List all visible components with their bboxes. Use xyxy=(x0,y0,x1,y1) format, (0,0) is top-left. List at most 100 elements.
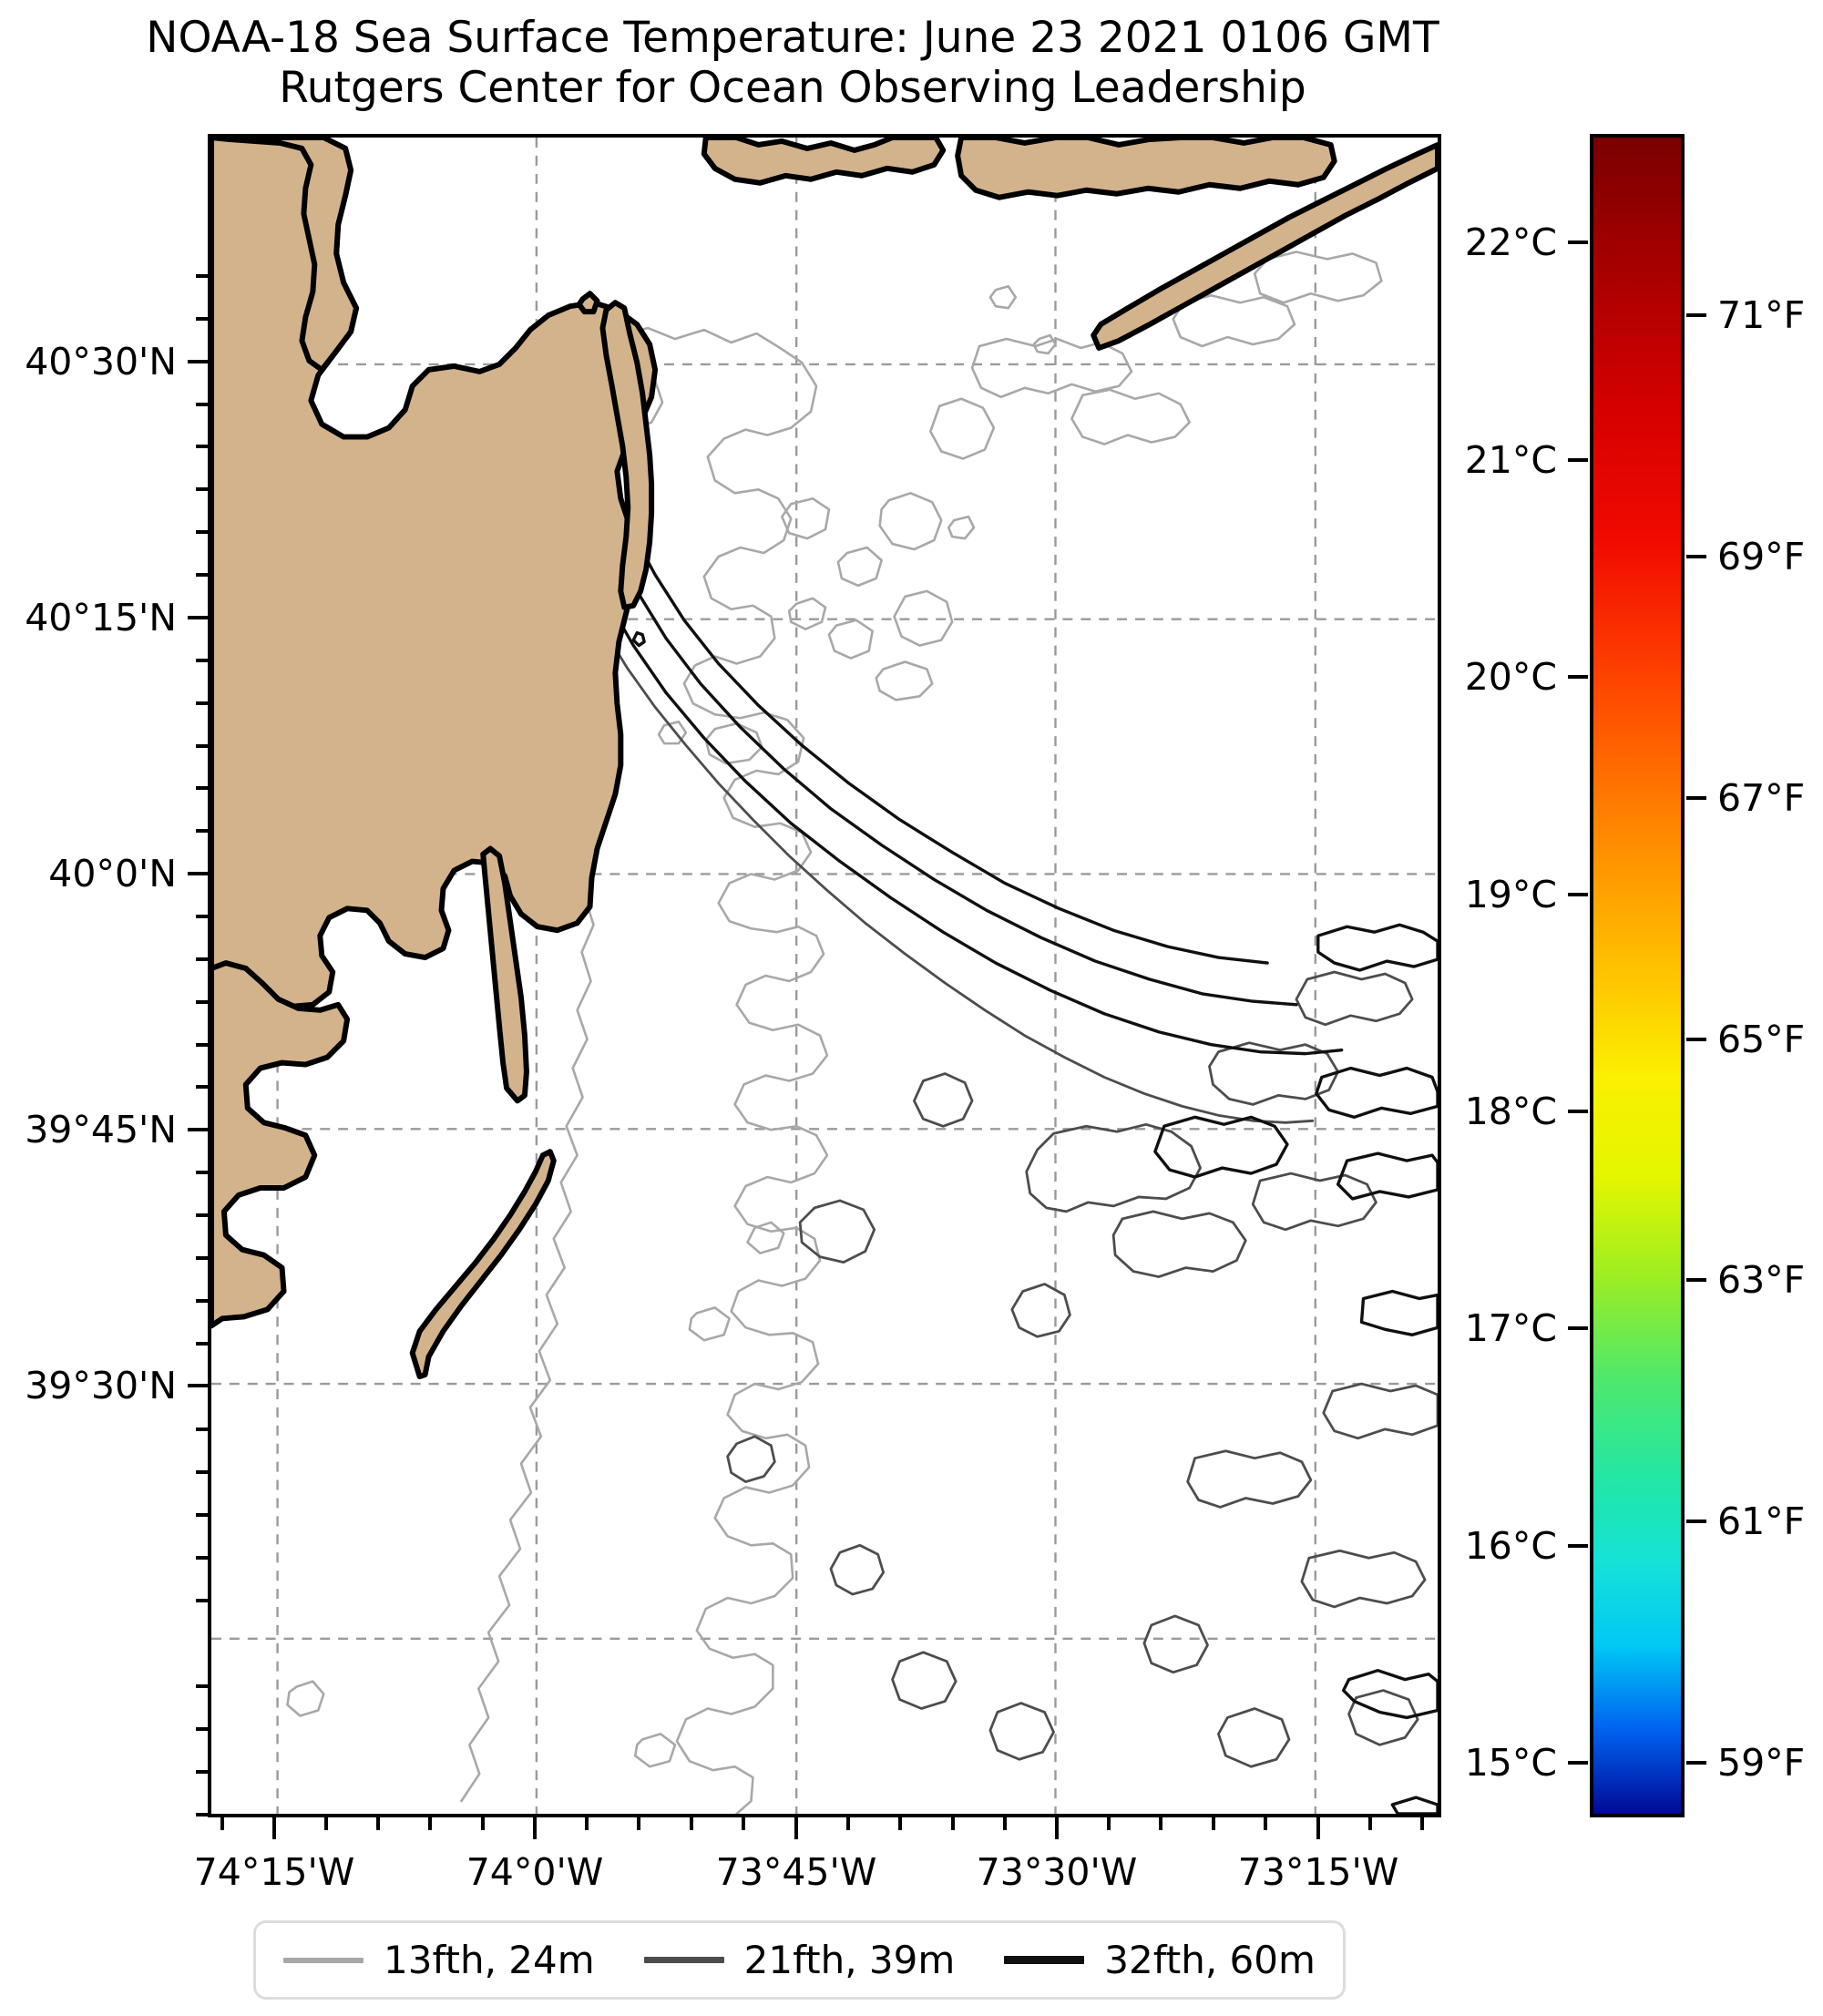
staten-island xyxy=(211,138,360,373)
colorbar-tick-fahrenheit xyxy=(1686,554,1706,558)
colorbar-tick-celsius xyxy=(1568,1110,1588,1114)
colorbar-label-fahrenheit: 67°F xyxy=(1717,775,1806,820)
new-jersey-mainland xyxy=(211,138,659,1009)
lon-tick-minor xyxy=(585,1817,589,1830)
legend-label: 21fth, 39m xyxy=(743,1938,956,1982)
lat-tick-minor xyxy=(196,317,208,321)
lat-tick-minor xyxy=(196,1470,208,1474)
lat-tick-major xyxy=(188,616,208,619)
lat-tick-minor xyxy=(196,659,208,662)
colorbar-tick-celsius xyxy=(1568,675,1588,680)
lon-tick-minor xyxy=(898,1817,902,1830)
isobath-24m-group xyxy=(224,251,1383,1814)
map-axes[interactable] xyxy=(208,134,1441,1817)
colorbar-gradient xyxy=(1593,138,1681,1814)
legend-item: 32fth, 60m xyxy=(1004,1938,1316,1982)
lon-tick-minor xyxy=(1264,1817,1267,1830)
lon-tick-minor xyxy=(742,1817,745,1830)
lon-tick-minor xyxy=(481,1817,485,1830)
lat-tick-minor xyxy=(196,573,208,577)
lon-tick-minor xyxy=(1368,1817,1372,1830)
colorbar-tick-fahrenheit xyxy=(1686,795,1706,800)
long-island-central xyxy=(955,138,1337,200)
title-line-2: Rutgers Center for Ocean Observing Leade… xyxy=(279,62,1306,113)
colorbar-tick-fahrenheit xyxy=(1686,1037,1706,1041)
lat-tick-minor xyxy=(196,274,208,278)
colorbar-tick-celsius xyxy=(1568,892,1588,896)
gridlines xyxy=(211,138,1438,1814)
lat-tick-minor xyxy=(196,487,208,491)
colorbar-label-celsius: 17°C xyxy=(1464,1306,1557,1351)
colorbar-label-celsius: 20°C xyxy=(1464,655,1557,700)
lat-tick-major xyxy=(188,360,208,363)
lon-tick-label: 74°15'W xyxy=(193,1850,355,1894)
colorbar-label-fahrenheit: 61°F xyxy=(1717,1499,1806,1544)
colorbar-label-fahrenheit: 59°F xyxy=(1717,1741,1806,1786)
colorbar-tick-celsius xyxy=(1568,457,1588,462)
chart-title: NOAA-18 Sea Surface Temperature: June 23… xyxy=(0,13,1585,113)
colorbar-label-fahrenheit: 71°F xyxy=(1717,292,1806,337)
island-beach-barrier xyxy=(480,845,529,1104)
lat-tick-minor xyxy=(196,915,208,918)
land-masses xyxy=(211,138,1438,1380)
lon-tick-major xyxy=(533,1817,537,1839)
lat-tick-minor xyxy=(196,1684,208,1688)
harbor-islet xyxy=(576,291,600,315)
lon-tick-minor xyxy=(846,1817,850,1830)
lat-tick-minor xyxy=(196,1043,208,1047)
lat-tick-minor xyxy=(196,1556,208,1560)
lat-tick-major xyxy=(188,1128,208,1131)
colorbar-label-celsius: 19°C xyxy=(1464,872,1557,916)
lat-tick-major xyxy=(188,1384,208,1387)
legend-item: 21fth, 39m xyxy=(643,1938,956,1982)
legend-line-swatch-60m xyxy=(1004,1956,1085,1964)
colorbar-label-celsius: 22°C xyxy=(1464,220,1557,265)
colorbar-label-fahrenheit: 69°F xyxy=(1717,534,1806,578)
lon-tick-major xyxy=(794,1817,798,1839)
lat-tick-label: 40°15'N xyxy=(25,596,177,640)
lat-tick-label: 40°0'N xyxy=(48,852,177,895)
sandy-hook xyxy=(599,300,655,610)
long-beach-island-barrier xyxy=(409,1149,557,1380)
lat-tick-minor xyxy=(196,1085,208,1089)
colorbar-tick-fahrenheit xyxy=(1686,1761,1706,1765)
lon-tick-label: 73°30'W xyxy=(976,1850,1138,1894)
lat-tick-minor xyxy=(196,1770,208,1774)
colorbar-label-celsius: 21°C xyxy=(1464,437,1557,482)
legend-line-swatch-24m xyxy=(283,1957,364,1963)
colorbar[interactable] xyxy=(1590,134,1685,1817)
lat-tick-minor xyxy=(196,1813,208,1816)
lon-tick-major xyxy=(272,1817,276,1839)
isobath-39m-group xyxy=(556,365,1438,1768)
lat-tick-minor xyxy=(196,957,208,961)
colorbar-tick-fahrenheit xyxy=(1686,1278,1706,1283)
colorbar-label-fahrenheit: 65°F xyxy=(1717,1017,1806,1061)
legend-label: 13fth, 24m xyxy=(384,1938,595,1982)
lon-tick-minor xyxy=(951,1817,955,1830)
lat-tick-minor xyxy=(196,1256,208,1260)
lat-tick-minor xyxy=(196,530,208,534)
colorbar-label-celsius: 15°C xyxy=(1464,1741,1557,1786)
fire-island-barrier xyxy=(1091,141,1438,351)
lon-tick-minor xyxy=(1159,1817,1162,1830)
lat-tick-minor xyxy=(196,1299,208,1303)
lon-tick-minor xyxy=(324,1817,328,1830)
title-line-1: NOAA-18 Sea Surface Temperature: June 23… xyxy=(146,13,1439,63)
lon-tick-minor xyxy=(376,1817,380,1830)
lon-tick-major xyxy=(1055,1817,1059,1839)
lon-tick-major xyxy=(1316,1817,1320,1839)
lat-tick-minor xyxy=(196,1000,208,1004)
colorbar-tick-fahrenheit xyxy=(1686,1520,1706,1524)
lat-tick-label: 39°45'N xyxy=(25,1108,177,1151)
lon-tick-minor xyxy=(690,1817,693,1830)
lat-tick-minor xyxy=(196,1342,208,1346)
colorbar-label-celsius: 18°C xyxy=(1464,1090,1557,1134)
lat-tick-minor xyxy=(196,1428,208,1431)
colorbar-label-fahrenheit: 63°F xyxy=(1717,1258,1806,1303)
lat-tick-minor xyxy=(196,744,208,748)
colorbar-tick-celsius xyxy=(1568,1543,1588,1548)
lat-tick-minor xyxy=(196,786,208,790)
lon-tick-minor xyxy=(1003,1817,1007,1830)
lon-tick-minor xyxy=(220,1817,224,1830)
lon-tick-minor xyxy=(428,1817,432,1830)
